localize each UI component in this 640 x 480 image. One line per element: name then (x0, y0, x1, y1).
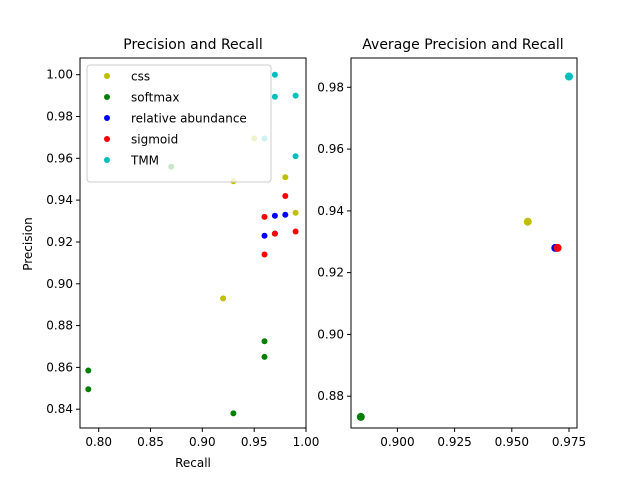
left-chart-title: Precision and Recall (123, 37, 262, 53)
y-tick-label: 0.90 (46, 277, 73, 291)
point-sigmoid-1 (261, 213, 268, 220)
y-tick-label: 0.92 (46, 235, 73, 249)
left-chart-x-ticks: 0.80 0.85 0.90 0.95 1.00 (85, 428, 319, 449)
legend-marker-relative-abundance (104, 115, 110, 121)
y-tick-label: 0.94 (317, 204, 344, 218)
point-css-0 (220, 295, 227, 302)
right-chart: Average Precision and Recall 0.900 0.925 0… (317, 37, 586, 449)
legend-label-relative-abundance: relative abundance (131, 112, 247, 126)
y-tick-label: 0.94 (46, 193, 73, 207)
point-softmax-4 (261, 338, 268, 345)
point-softmax-5 (261, 353, 268, 360)
point-sigmoid-3 (282, 193, 289, 199)
legend-label-sigmoid: sigmoid (131, 133, 178, 147)
x-tick-label: 1.00 (293, 435, 320, 449)
y-tick-label: 0.98 (317, 80, 344, 94)
left-chart-y-ticks: 0.84 0.86 0.88 0.90 0.92 0.94 0.96 0.98 1.00 (46, 68, 80, 416)
point-sigmoid-4 (292, 228, 299, 235)
x-tick-label: 0.80 (85, 435, 112, 449)
point-css-4 (292, 209, 299, 216)
point-tmm-4 (292, 153, 299, 160)
x-tick-label: 0.85 (137, 435, 164, 449)
point-relative-abundance-3 (282, 211, 289, 218)
legend-marker-tmm (104, 157, 110, 163)
left-chart-legend: css softmax relative abundance sigmoid T… (86, 64, 272, 183)
left-chart: Precision and Recall Recall Precision 0.… (21, 37, 319, 470)
point-tmm-0 (565, 72, 573, 81)
point-sigmoid-0 (261, 251, 268, 258)
right-chart-x-ticks: 0.900 0.925 0.950 0.975 (380, 428, 586, 449)
y-tick-label: 0.88 (317, 389, 344, 403)
point-relative-abundance-0 (261, 232, 268, 239)
point-softmax-1 (85, 386, 92, 393)
point-css-0 (523, 217, 532, 226)
y-tick-label: 0.90 (317, 327, 344, 341)
y-tick-label: 0.86 (46, 360, 73, 374)
point-softmax-3 (230, 410, 237, 417)
y-tick-label: 0.96 (46, 151, 73, 165)
point-softmax-0 (85, 367, 92, 374)
legend-label-css: css (131, 70, 150, 84)
y-tick-label: 0.98 (46, 110, 73, 124)
right-chart-y-ticks: 0.88 0.90 0.92 0.94 0.96 0.98 (317, 80, 351, 403)
x-tick-label: 0.95 (241, 435, 268, 449)
right-chart-title: Average Precision and Recall (362, 37, 563, 53)
right-chart-points (356, 72, 573, 421)
point-sigmoid-0 (553, 243, 562, 252)
legend-label-softmax: softmax (131, 91, 179, 105)
legend-marker-softmax (104, 94, 110, 100)
legend-marker-sigmoid (104, 136, 110, 142)
left-chart-y-axis-title: Precision (21, 217, 35, 271)
x-tick-label: 0.950 (495, 435, 529, 449)
y-tick-label: 1.00 (46, 68, 73, 82)
point-softmax-0 (356, 412, 365, 421)
point-relative-abundance-1 (271, 212, 278, 219)
y-tick-label: 0.84 (46, 402, 73, 416)
x-tick-label: 0.900 (380, 435, 414, 449)
y-tick-label: 0.92 (317, 266, 344, 280)
left-chart-frame (79, 57, 307, 429)
right-chart-frame (350, 57, 578, 429)
x-tick-label: 0.90 (189, 435, 216, 449)
point-tmm-1 (271, 71, 278, 78)
point-tmm-2 (271, 93, 278, 100)
point-sigmoid-2 (271, 230, 278, 237)
point-css-3 (282, 174, 289, 181)
y-tick-label: 0.88 (46, 319, 73, 333)
legend-marker-css (104, 73, 110, 79)
point-tmm-3 (292, 92, 299, 99)
left-chart-x-axis-title: Recall (175, 456, 211, 470)
x-tick-label: 0.925 (437, 435, 471, 449)
x-tick-label: 0.975 (552, 435, 586, 449)
legend-label-tmm: TMM (130, 154, 159, 168)
legend-box (86, 64, 272, 183)
y-tick-label: 0.96 (317, 142, 344, 156)
